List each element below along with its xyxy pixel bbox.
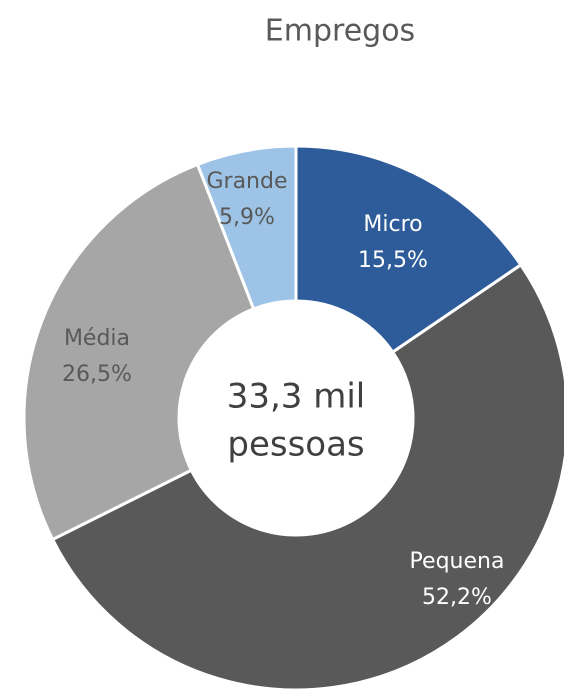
slice-label: Pequena — [410, 549, 505, 574]
chart-title: Empregos — [265, 14, 415, 49]
donut-slice — [50, 262, 564, 692]
slice-value-label: 5,9% — [219, 205, 275, 230]
donut-slice — [195, 144, 298, 311]
center-text: 33,3 mil — [227, 377, 366, 417]
slice-value-label: 15,5% — [358, 248, 428, 273]
slice-value-label: 26,5% — [62, 362, 132, 387]
slice-label: Micro — [363, 212, 422, 237]
slice-label: Média — [64, 326, 130, 351]
donut-slice — [22, 162, 256, 542]
slice-label: Grande — [206, 169, 287, 194]
slice-value-label: 52,2% — [422, 585, 492, 610]
donut-slice — [294, 144, 523, 355]
center-text: pessoas — [227, 425, 364, 465]
